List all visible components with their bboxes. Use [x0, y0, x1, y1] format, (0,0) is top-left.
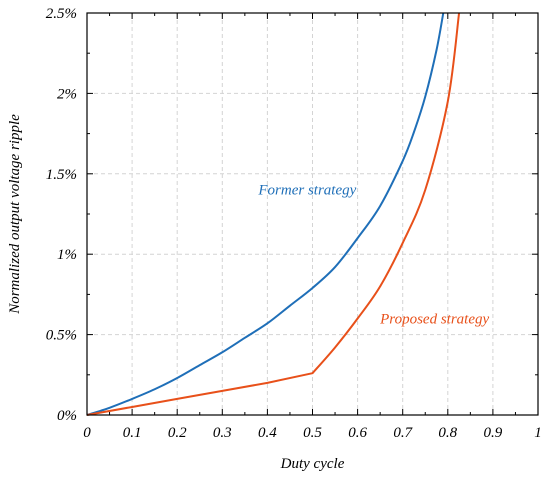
y-tick-label: 1% [57, 247, 77, 263]
y-axis-title: Normalized output voltage ripple [7, 114, 23, 315]
x-tick-label: 0.7 [393, 425, 413, 441]
x-tick-label: 0.8 [438, 425, 457, 441]
annotations: Former strategy Proposed strategy [257, 183, 489, 328]
x-tick-label: 0.2 [168, 425, 187, 441]
annotation-proposed-strategy: Proposed strategy [379, 311, 489, 327]
series-line-proposed-strategy [86, 12, 461, 416]
x-tick-label: 0.9 [484, 425, 503, 441]
plot-frame [86, 12, 539, 416]
x-tick-label: 0 [83, 425, 91, 441]
x-tick-label: 1 [534, 425, 542, 441]
x-axis-title: Duty cycle [280, 456, 345, 472]
y-tick-label: 0.5% [46, 328, 77, 344]
annotation-former-strategy: Former strategy [257, 183, 356, 199]
x-tick-label: 0.3 [213, 425, 232, 441]
x-tick-label: 0.5 [303, 425, 322, 441]
y-tick-label: 2.5% [46, 6, 77, 22]
series-line-former-strategy [86, 12, 445, 416]
ticks: 0 0.1 0.2 0.3 0.4 0.5 0.6 0.7 0.8 0.9 1 0% 0.5% 1% 1.5… [46, 6, 542, 441]
x-tick-label: 0.4 [258, 425, 277, 441]
series-group [86, 12, 461, 416]
x-tick-label: 0.1 [123, 425, 142, 441]
y-tick-label: 1.5% [46, 167, 77, 183]
grid [87, 13, 538, 415]
y-tick-label: 0% [57, 408, 77, 424]
x-tick-label: 0.6 [348, 425, 367, 441]
y-tick-label: 2% [57, 86, 77, 102]
